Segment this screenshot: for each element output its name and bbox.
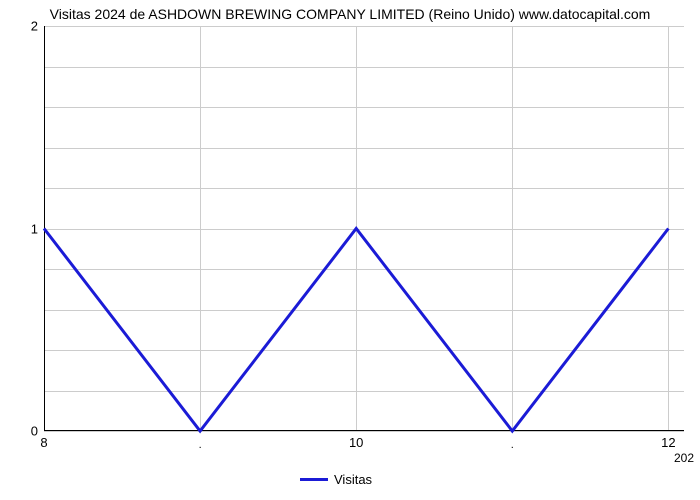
x-sub-label: 202 [674, 451, 694, 465]
series-line [44, 26, 684, 431]
grid-h [44, 431, 684, 432]
x-minor-tick: . [199, 439, 202, 451]
legend-label: Visitas [334, 472, 372, 487]
x-tick-label: 12 [661, 435, 675, 450]
y-tick-label: 2 [20, 19, 38, 34]
legend-swatch [300, 478, 328, 481]
x-tick-label: 10 [349, 435, 363, 450]
y-tick-label: 1 [20, 221, 38, 236]
plot-area [44, 26, 684, 431]
x-tick-label: 8 [40, 435, 47, 450]
y-tick-label: 0 [20, 424, 38, 439]
chart-title: Visitas 2024 de ASHDOWN BREWING COMPANY … [0, 6, 700, 22]
x-minor-tick: . [511, 439, 514, 451]
legend: Visitas [300, 472, 372, 487]
